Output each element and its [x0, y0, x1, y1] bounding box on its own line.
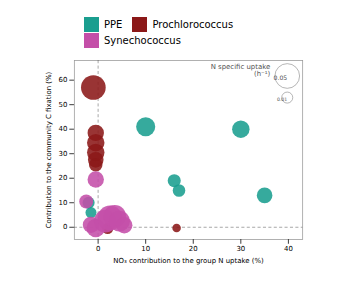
svg-text:40: 40 — [59, 125, 68, 133]
svg-text:0.01: 0.01 — [277, 97, 287, 102]
svg-text:0: 0 — [96, 245, 100, 253]
html-text:Synechococcus: Synechococcus — [104, 35, 181, 47]
svg-text:10: 10 — [59, 199, 68, 207]
svg-text:20: 20 — [59, 174, 68, 182]
svg-text:40: 40 — [284, 245, 293, 253]
svg-text:Contribution to the community: Contribution to the community C fixation… — [45, 71, 53, 228]
svg-text:20: 20 — [189, 245, 198, 253]
svg-text:50: 50 — [59, 101, 68, 109]
svg-text:30: 30 — [59, 150, 68, 158]
svg-text:30: 30 — [236, 245, 245, 253]
html-text:Prochlorococcus: Prochlorococcus — [152, 18, 234, 30]
svg-text:0: 0 — [63, 223, 67, 231]
svg-text:N specific uptake(h⁻¹): N specific uptake(h⁻¹) — [211, 63, 271, 78]
svg-text:60: 60 — [59, 76, 68, 84]
svg-text:0.05: 0.05 — [274, 74, 288, 81]
html-text:PPE: PPE — [104, 18, 123, 30]
svg-text:NO₃ contribution to the group: NO₃ contribution to the group N uptake (… — [113, 257, 264, 265]
svg-text:10: 10 — [141, 245, 150, 253]
